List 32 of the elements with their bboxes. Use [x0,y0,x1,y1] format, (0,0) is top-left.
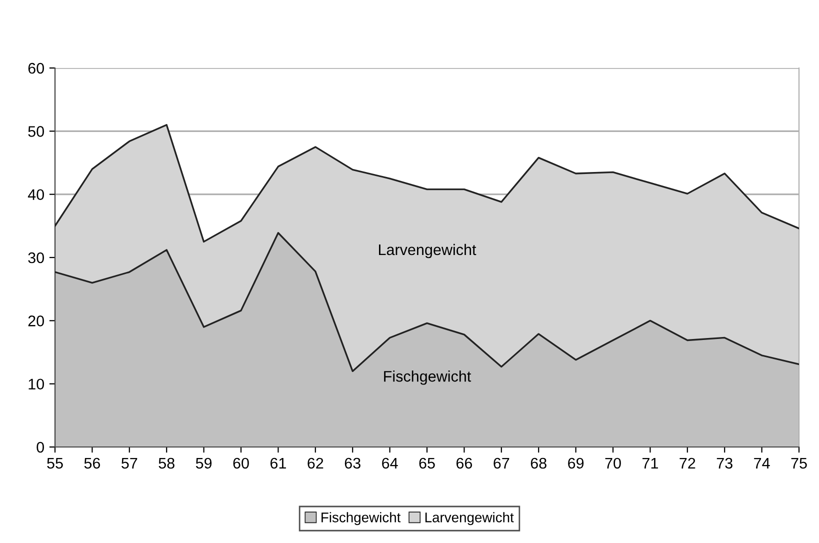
y-tick-label: 10 [28,378,44,390]
x-tick-label: 74 [754,458,770,468]
x-tick-label: 58 [158,458,174,469]
x-tick-label: 61 [270,458,286,469]
x-tick-label: 64 [382,458,398,469]
x-tick-label: 68 [530,458,546,469]
y-tick-label: 50 [28,126,44,137]
x-tick-label: 62 [308,458,324,469]
y-tick-label: 0 [36,442,44,453]
x-tick-label: 55 [47,458,63,469]
x-tick-label: 69 [568,458,584,469]
x-tick-label: 59 [196,458,212,469]
y-tick-label: 20 [28,316,44,326]
y-tick-label: 60 [28,62,44,74]
legend-label: Larvengewicht [425,512,514,526]
x-tick-label: 67 [494,458,510,469]
x-tick-label: 63 [344,458,360,469]
annotation: Larvengewicht [379,244,476,258]
annotation: Fischgewicht [384,370,472,385]
x-tick-label: 66 [456,458,472,469]
y-tick-label: 40 [28,189,44,200]
x-tick-label: 57 [122,458,138,469]
y-tick-label: 30 [28,252,44,264]
x-tick-label: 70 [605,458,621,469]
x-tick-label: 75 [791,458,807,469]
x-tick-label: 65 [419,458,435,469]
x-tick-label: 73 [716,458,732,469]
x-tick-label: 56 [84,458,100,469]
x-tick-label: 71 [642,458,658,468]
legend-label: Fischgewicht [322,512,401,526]
x-tick-label: 72 [680,458,696,468]
x-tick-label: 60 [233,458,249,469]
